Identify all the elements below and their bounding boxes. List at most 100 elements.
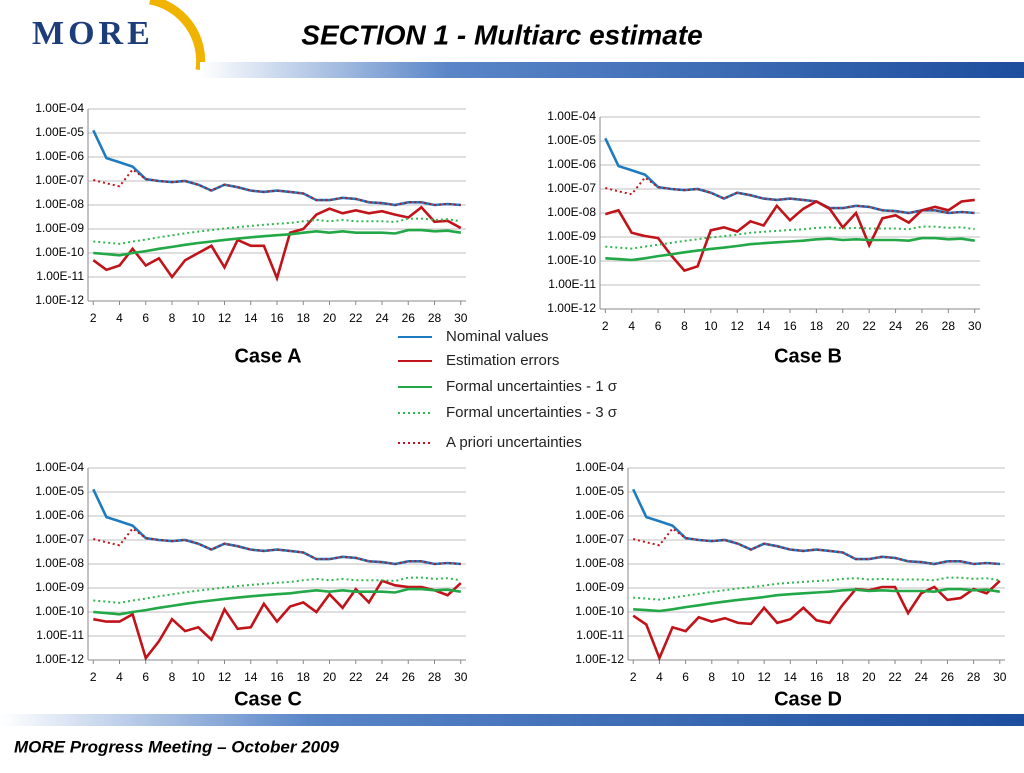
x-tick-label: 2	[630, 670, 637, 684]
y-tick-label: 1.00E-11	[36, 269, 84, 283]
y-tick-label: 1.00E-06	[35, 149, 84, 163]
x-tick-label: 26	[402, 670, 416, 684]
x-tick-label: 8	[708, 670, 715, 684]
series-line	[605, 225, 975, 250]
x-tick-label: 12	[218, 670, 232, 684]
series-line	[633, 587, 1000, 613]
series-line	[604, 137, 975, 215]
header-band	[200, 62, 1024, 78]
y-tick-label: 1.00E-11	[36, 628, 84, 642]
x-tick-label: 16	[810, 670, 824, 684]
y-tick-label: 1.00E-10	[547, 253, 596, 267]
x-tick-label: 14	[244, 311, 258, 325]
y-tick-label: 1.00E-09	[575, 580, 624, 594]
series-line	[93, 587, 461, 616]
y-tick-label: 1.00E-08	[547, 205, 596, 219]
y-tick-label: 1.00E-04	[35, 460, 84, 474]
x-tick-label: 12	[218, 311, 232, 325]
x-tick-label: 24	[915, 670, 929, 684]
legend-label: Formal uncertainties - 3 σ	[446, 404, 618, 421]
x-tick-label: 10	[731, 670, 745, 684]
y-tick-label: 1.00E-07	[35, 173, 84, 187]
y-tick-label: 1.00E-07	[575, 532, 624, 546]
x-tick-label: 26	[941, 670, 955, 684]
y-tick-label: 1.00E-10	[575, 604, 624, 618]
series-line	[92, 488, 461, 566]
series-line	[92, 205, 462, 283]
x-tick-label: 12	[757, 670, 771, 684]
legend-label: A priori uncertainties	[446, 434, 582, 451]
y-tick-label: 1.00E-11	[576, 628, 624, 642]
x-tick-label: 6	[142, 311, 149, 325]
x-tick-label: 30	[968, 319, 982, 333]
x-tick-label: 6	[142, 670, 149, 684]
x-tick-label: 30	[454, 311, 468, 325]
y-tick-label: 1.00E-08	[575, 556, 624, 570]
y-tick-label: 1.00E-06	[575, 508, 624, 522]
y-tick-label: 1.00E-05	[35, 125, 84, 139]
y-tick-label: 1.00E-04	[547, 109, 596, 123]
x-tick-label: 4	[116, 670, 123, 684]
x-tick-label: 6	[682, 670, 689, 684]
x-tick-label: 10	[704, 319, 718, 333]
x-tick-label: 8	[681, 319, 688, 333]
x-tick-label: 20	[836, 319, 850, 333]
y-tick-label: 1.00E-07	[35, 532, 84, 546]
y-tick-label: 1.00E-09	[547, 229, 596, 243]
x-tick-label: 28	[967, 670, 981, 684]
chart-title: Case D	[774, 688, 842, 710]
series-line	[605, 236, 975, 262]
x-tick-label: 24	[375, 311, 389, 325]
x-tick-label: 10	[192, 311, 206, 325]
y-tick-label: 1.00E-12	[35, 652, 84, 666]
y-tick-label: 1.00E-06	[547, 157, 596, 171]
x-tick-label: 8	[169, 311, 176, 325]
series-line	[93, 527, 461, 566]
x-tick-label: 26	[402, 311, 416, 325]
y-tick-label: 1.00E-09	[35, 221, 84, 235]
x-tick-label: 10	[192, 670, 206, 684]
x-tick-label: 6	[655, 319, 662, 333]
x-tick-label: 2	[90, 670, 97, 684]
x-tick-label: 28	[942, 319, 956, 333]
x-tick-label: 20	[323, 311, 337, 325]
series-line	[93, 576, 461, 604]
x-tick-label: 18	[297, 670, 311, 684]
x-tick-label: 18	[810, 319, 824, 333]
y-tick-label: 1.00E-06	[35, 508, 84, 522]
series-line	[93, 217, 461, 245]
x-tick-label: 16	[270, 670, 284, 684]
x-tick-label: 4	[656, 670, 663, 684]
x-tick-label: 14	[244, 670, 258, 684]
series-line	[632, 527, 1000, 566]
x-tick-label: 22	[862, 319, 876, 333]
chart-title: Case C	[234, 688, 302, 710]
y-tick-label: 1.00E-11	[548, 277, 596, 291]
x-tick-label: 14	[757, 319, 771, 333]
y-tick-label: 1.00E-05	[575, 484, 624, 498]
x-tick-label: 16	[783, 319, 797, 333]
y-tick-label: 1.00E-04	[35, 101, 84, 115]
x-tick-label: 16	[270, 311, 284, 325]
x-tick-label: 4	[116, 311, 123, 325]
x-tick-label: 4	[628, 319, 635, 333]
y-tick-label: 1.00E-12	[575, 652, 624, 666]
x-tick-label: 28	[428, 670, 442, 684]
x-tick-label: 14	[784, 670, 798, 684]
chart-title: Case A	[234, 345, 301, 367]
y-tick-label: 1.00E-04	[575, 460, 624, 474]
x-tick-label: 22	[349, 670, 363, 684]
y-tick-label: 1.00E-08	[35, 556, 84, 570]
y-tick-label: 1.00E-05	[547, 133, 596, 147]
legend-label: Formal uncertainties - 1 σ	[446, 378, 618, 395]
x-tick-label: 12	[731, 319, 745, 333]
chart-title: Case B	[774, 345, 842, 367]
y-tick-label: 1.00E-12	[35, 293, 84, 307]
series-line	[605, 176, 975, 215]
x-tick-label: 2	[90, 311, 97, 325]
series-line	[93, 228, 461, 257]
x-tick-label: 2	[602, 319, 609, 333]
x-tick-label: 30	[454, 670, 468, 684]
series-line	[92, 129, 461, 207]
